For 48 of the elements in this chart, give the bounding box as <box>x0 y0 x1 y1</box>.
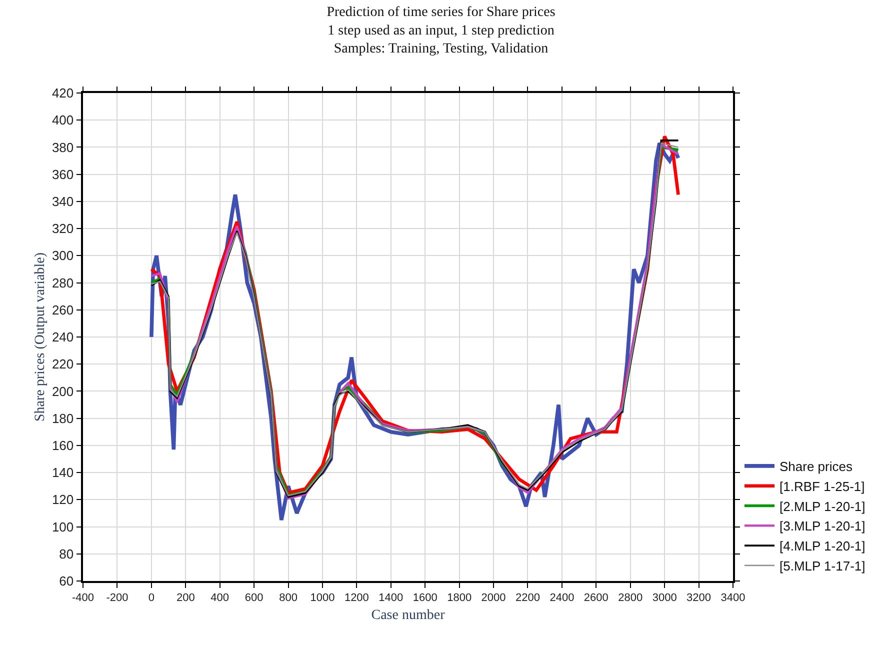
x-tick-label: 0 <box>148 592 154 604</box>
y-tick-label: 120 <box>52 492 74 508</box>
y-tick-label: 60 <box>59 574 74 589</box>
y-tick-label: 360 <box>52 166 74 182</box>
y-tick-label: 400 <box>52 112 74 128</box>
y-tick-label: 380 <box>52 140 74 155</box>
y-tick-label: 340 <box>52 194 74 209</box>
x-tick-label: 1400 <box>378 592 404 604</box>
x-tick-label: -200 <box>106 592 128 604</box>
x-tick-label: 1800 <box>447 592 472 604</box>
x-tick-label: 3000 <box>652 592 677 604</box>
x-tick-label: 200 <box>176 592 195 604</box>
y-tick-label: 240 <box>52 330 74 345</box>
y-tick-label: 320 <box>52 221 74 236</box>
y-tick-label: 300 <box>52 248 74 264</box>
y-tick-label: 200 <box>52 384 74 399</box>
x-tick-label: 800 <box>279 592 298 604</box>
y-tick-label: 220 <box>52 356 74 372</box>
y-tick-label: 100 <box>52 519 74 534</box>
x-tick-label: 2400 <box>550 592 574 604</box>
x-tick-label: -400 <box>72 592 94 604</box>
x-tick-label: 1000 <box>310 592 335 604</box>
legend-label: [3.MLP 1-20-1] <box>780 518 866 534</box>
y-tick-label: 80 <box>59 546 74 562</box>
x-tick-label: 2200 <box>516 592 540 604</box>
y-tick-label: 260 <box>52 302 74 318</box>
x-tick-label: 3400 <box>720 592 746 604</box>
x-axis-title: Case number <box>371 608 446 623</box>
y-tick-label: 160 <box>52 438 74 453</box>
chart-title: Prediction of time series for Share prices 1 step used as an input, 1 step prediction Samples: Training, Testing, Validation <box>326 5 556 57</box>
x-tick-label: 600 <box>244 592 264 604</box>
y-tick-label: 140 <box>52 465 74 480</box>
x-tick-label: 2000 <box>481 592 506 604</box>
y-tick-label: 280 <box>52 275 74 290</box>
x-tick-label: 1600 <box>412 592 438 604</box>
x-tick-label: 400 <box>210 592 230 604</box>
y-tick-label: 420 <box>52 86 74 101</box>
x-tick-label: 2800 <box>618 592 643 604</box>
x-tick-label: 3200 <box>686 592 712 604</box>
legend-label: [2.MLP 1-20-1] <box>780 498 866 514</box>
legend-label: [4.MLP 1-20-1] <box>780 538 866 554</box>
legend-label: Share prices <box>780 459 853 474</box>
x-tick-label: 2600 <box>584 592 608 604</box>
legend-label: [5.MLP 1-17-1] <box>780 558 866 574</box>
x-tick-label: 1200 <box>344 592 369 604</box>
legend-label: [1.RBF 1-25-1] <box>780 478 865 494</box>
y-axis-title: Share prices (Output variable) <box>33 252 48 422</box>
y-tick-label: 180 <box>52 410 74 426</box>
